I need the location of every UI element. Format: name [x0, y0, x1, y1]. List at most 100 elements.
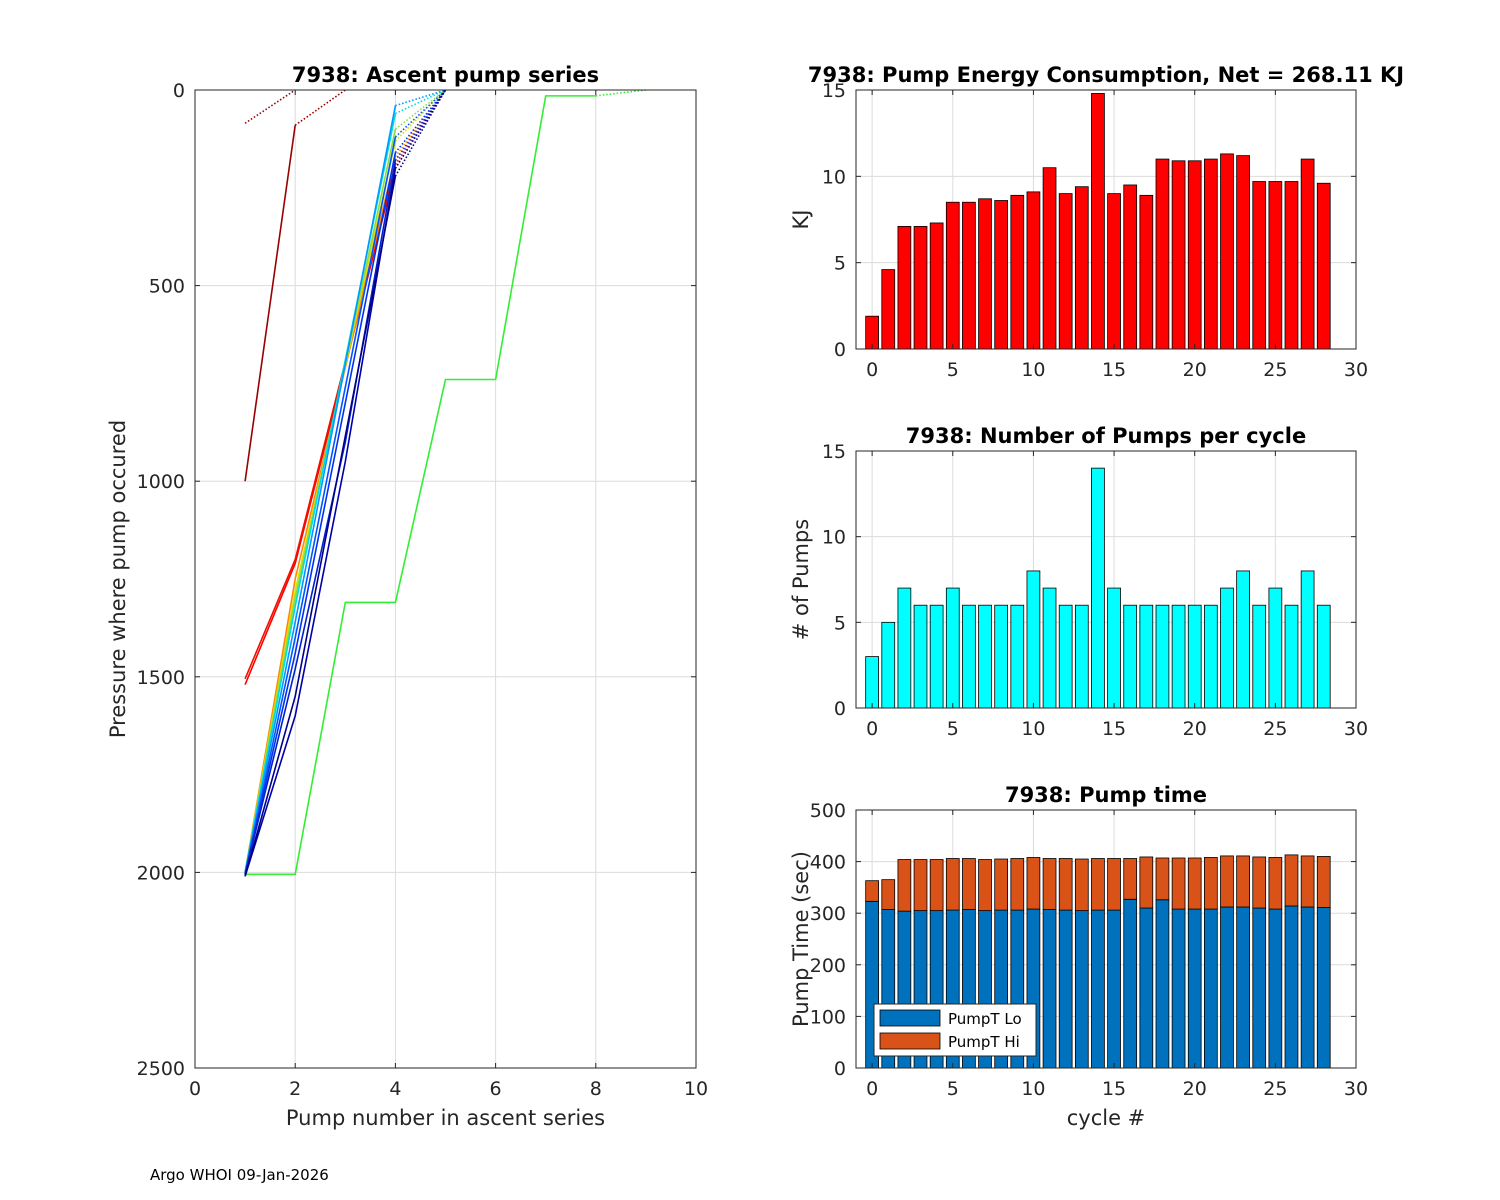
bar-pumpt-lo: [1074, 910, 1089, 1069]
series-line-navy-2: [244, 175, 397, 877]
bar: [881, 621, 896, 709]
bar-pumpt-hi: [1300, 855, 1315, 908]
x-tick-label: 10: [684, 1078, 708, 1100]
x-tick-label: 5: [947, 718, 959, 740]
bar-pumpt-lo: [1284, 905, 1299, 1069]
chart-title: 7938: Pump time: [1005, 783, 1207, 807]
y-tick-label: 1000: [137, 471, 185, 493]
plot-area: [195, 90, 696, 1068]
bar: [1139, 604, 1154, 709]
y-tick-label: 0: [834, 339, 846, 361]
bar: [1316, 604, 1331, 709]
x-tick-label: 0: [866, 1078, 878, 1100]
bar: [1155, 604, 1170, 709]
bar: [1268, 181, 1283, 350]
bar-pumpt-lo: [1058, 909, 1073, 1069]
bar: [897, 587, 912, 709]
legend-swatch: [879, 1009, 941, 1027]
x-tick-label: 8: [590, 1078, 602, 1100]
y-tick-label: 200: [810, 955, 846, 977]
x-tick-label: 10: [1021, 718, 1045, 740]
bar: [1107, 587, 1121, 709]
bar: [1203, 604, 1218, 709]
bar-pumpt-hi: [945, 858, 960, 911]
series-dotted-lightgreen: [394, 89, 446, 130]
series-line-blue-1: [244, 136, 397, 875]
bar: [994, 604, 1009, 709]
bar-pumpt-hi: [1074, 858, 1089, 912]
bar: [1268, 587, 1283, 709]
x-tick-label: 5: [947, 1078, 959, 1100]
bar: [881, 269, 896, 350]
x-tick-label: 15: [1102, 359, 1126, 381]
bar: [1139, 194, 1154, 350]
series-dotted-darkred-b: [244, 89, 296, 124]
y-tick-label: 0: [834, 1058, 846, 1080]
bar: [1074, 604, 1089, 709]
bar: [1203, 158, 1218, 350]
bar-pumpt-lo: [1091, 909, 1105, 1069]
bar: [962, 201, 976, 350]
bar-pumpt-hi: [1252, 856, 1267, 909]
bar: [1026, 191, 1041, 350]
series-dotted-blue-3: [394, 89, 447, 161]
bar-pumpt-lo: [1139, 907, 1154, 1069]
bar-pumpt-hi: [994, 858, 1009, 911]
y-axis-label: KJ: [789, 210, 813, 230]
bar-pumpt-hi: [1268, 857, 1283, 910]
legend-swatch: [879, 1032, 941, 1050]
chart-title: 7938: Ascent pump series: [292, 63, 599, 87]
bar: [1220, 153, 1234, 350]
bar-pumpt-hi: [1284, 854, 1299, 907]
bar-pumpt-hi: [1010, 858, 1025, 911]
bar-pumpt-hi: [1316, 856, 1331, 908]
bar: [1042, 587, 1057, 709]
series-dotted-blue-1: [394, 89, 447, 138]
y-axis-label: Pump Time (sec): [789, 851, 813, 1027]
x-tick-label: 0: [866, 718, 878, 740]
bar: [1010, 604, 1025, 709]
bar-pumpt-hi: [897, 859, 912, 912]
bar: [1091, 93, 1105, 350]
x-tick-label: 10: [1021, 1078, 1045, 1100]
bar: [1058, 193, 1073, 350]
bar: [962, 604, 976, 709]
bar: [1252, 181, 1267, 350]
bar-pumpt-hi: [1220, 855, 1234, 908]
bar-pumpt-hi: [1236, 855, 1250, 908]
bar: [1026, 570, 1041, 709]
axes-frame: [194, 89, 697, 1069]
y-tick-label: 500: [810, 800, 846, 822]
series-group: [244, 89, 646, 877]
bar: [1236, 570, 1250, 709]
y-tick-label: 400: [810, 852, 846, 874]
bar-pumpt-hi: [913, 859, 928, 912]
series-line-blue-2: [244, 152, 397, 875]
bar-pumpt-hi: [881, 879, 896, 910]
bar-pumpt-hi: [1026, 857, 1041, 910]
bar-pumpt-lo: [1171, 908, 1186, 1069]
bar: [945, 587, 960, 709]
y-tick-label: 300: [810, 903, 846, 925]
bar: [1300, 570, 1315, 709]
axes-frame: [855, 809, 1357, 1069]
y-tick-label: 5: [834, 612, 846, 634]
bar: [897, 226, 912, 350]
y-tick-label: 0: [173, 80, 185, 102]
bar-pumpt-lo: [1316, 907, 1331, 1069]
bar-pumpt-lo: [1187, 908, 1202, 1069]
bar-pumpt-hi: [929, 859, 944, 912]
bar: [945, 201, 960, 350]
x-tick-label: 30: [1344, 718, 1368, 740]
bar-pumpt-lo: [1268, 908, 1283, 1069]
series-line-green: [245, 95, 596, 876]
series-dotted-yellow: [394, 89, 447, 142]
legend-label: PumpT Lo: [948, 1010, 1022, 1028]
bar-pumpt-hi: [962, 858, 976, 910]
bar: [978, 198, 992, 350]
x-tick-label: 25: [1263, 1078, 1287, 1100]
axes-pumps: 0 5 10 15 20 25 30 0 5 10 15 7938: Number of Pumps …: [789, 424, 1368, 740]
bar-pumpt-lo: [1300, 906, 1315, 1069]
